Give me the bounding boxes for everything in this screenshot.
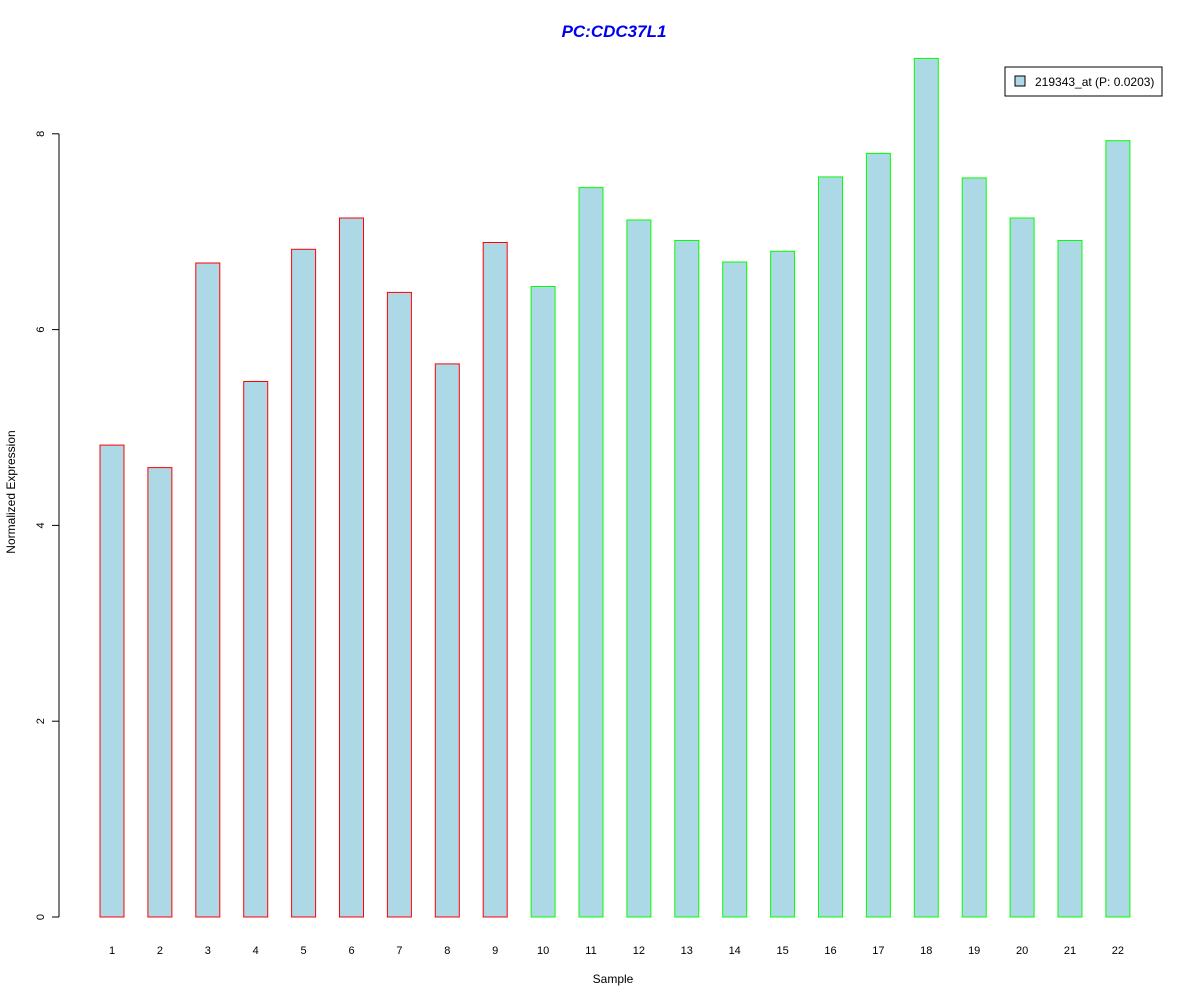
- x-tick-label: 20: [1016, 945, 1028, 957]
- bar: [818, 176, 843, 918]
- bar: [147, 467, 173, 918]
- y-tick-label: 2: [35, 718, 47, 724]
- x-tick-label: 4: [253, 945, 259, 957]
- bar: [961, 177, 987, 918]
- x-tick-label: 8: [444, 945, 450, 957]
- y-tick-label: 0: [35, 914, 47, 920]
- bar: [1009, 217, 1035, 918]
- bar: [1057, 240, 1083, 918]
- y-tick-label: 6: [35, 327, 47, 333]
- bar: [865, 152, 891, 918]
- bar: [434, 363, 460, 918]
- y-axis-label: Normalized Expression: [4, 430, 18, 553]
- legend: 219343_at (P: 0.0203): [1004, 66, 1163, 97]
- bar: [770, 250, 796, 918]
- x-tick-label: 19: [968, 945, 980, 957]
- x-tick-label: 11: [585, 945, 596, 957]
- x-tick-label: 15: [776, 945, 788, 957]
- x-tick-label: 10: [537, 945, 549, 957]
- x-tick-label: 18: [920, 945, 932, 957]
- bar: [291, 248, 317, 918]
- bar: [530, 286, 556, 918]
- x-tick-label: 14: [729, 945, 741, 957]
- bar: [1105, 140, 1131, 918]
- bar: [722, 261, 748, 918]
- bars-group: [99, 57, 1131, 918]
- x-tick-label: 9: [492, 945, 498, 957]
- x-tick-label: 1: [109, 945, 115, 957]
- x-tick-label: 17: [872, 945, 884, 957]
- bar: [482, 242, 508, 918]
- legend-label: 219343_at (P: 0.0203): [1035, 75, 1154, 89]
- bar: [339, 217, 364, 918]
- x-tick-label: 21: [1064, 945, 1076, 957]
- bar: [578, 187, 604, 918]
- x-tick-label: 7: [396, 945, 402, 957]
- x-tick-label: 6: [348, 945, 354, 957]
- bar: [386, 291, 412, 918]
- x-tick-label: 16: [824, 945, 836, 957]
- y-axis: 0 2 4 6 8: [35, 131, 60, 920]
- x-tick-label: 5: [301, 945, 307, 957]
- x-tick-label: 13: [681, 945, 693, 957]
- x-tick-label: 12: [633, 945, 645, 957]
- chart-title: PC:CDC37L1: [562, 22, 667, 41]
- x-tick-label: 22: [1112, 945, 1124, 957]
- y-tick-label: 4: [35, 522, 47, 528]
- x-tick-label: 3: [205, 945, 211, 957]
- y-tick-label: 8: [35, 131, 47, 137]
- legend-box: [1004, 66, 1163, 97]
- x-tick-labels: 1 2 3 4 5 6 7 8 9 10 11 12 13 14 15 16 17 18 19 20 21 22: [109, 945, 1124, 957]
- x-axis-label: Sample: [593, 972, 634, 986]
- bar: [674, 240, 700, 918]
- bar: [195, 262, 221, 918]
- bar: [99, 444, 125, 918]
- bar: [913, 57, 939, 918]
- x-tick-label: 2: [157, 945, 163, 957]
- bar: [243, 381, 269, 918]
- legend-swatch: [1014, 75, 1026, 87]
- bar: [626, 219, 652, 918]
